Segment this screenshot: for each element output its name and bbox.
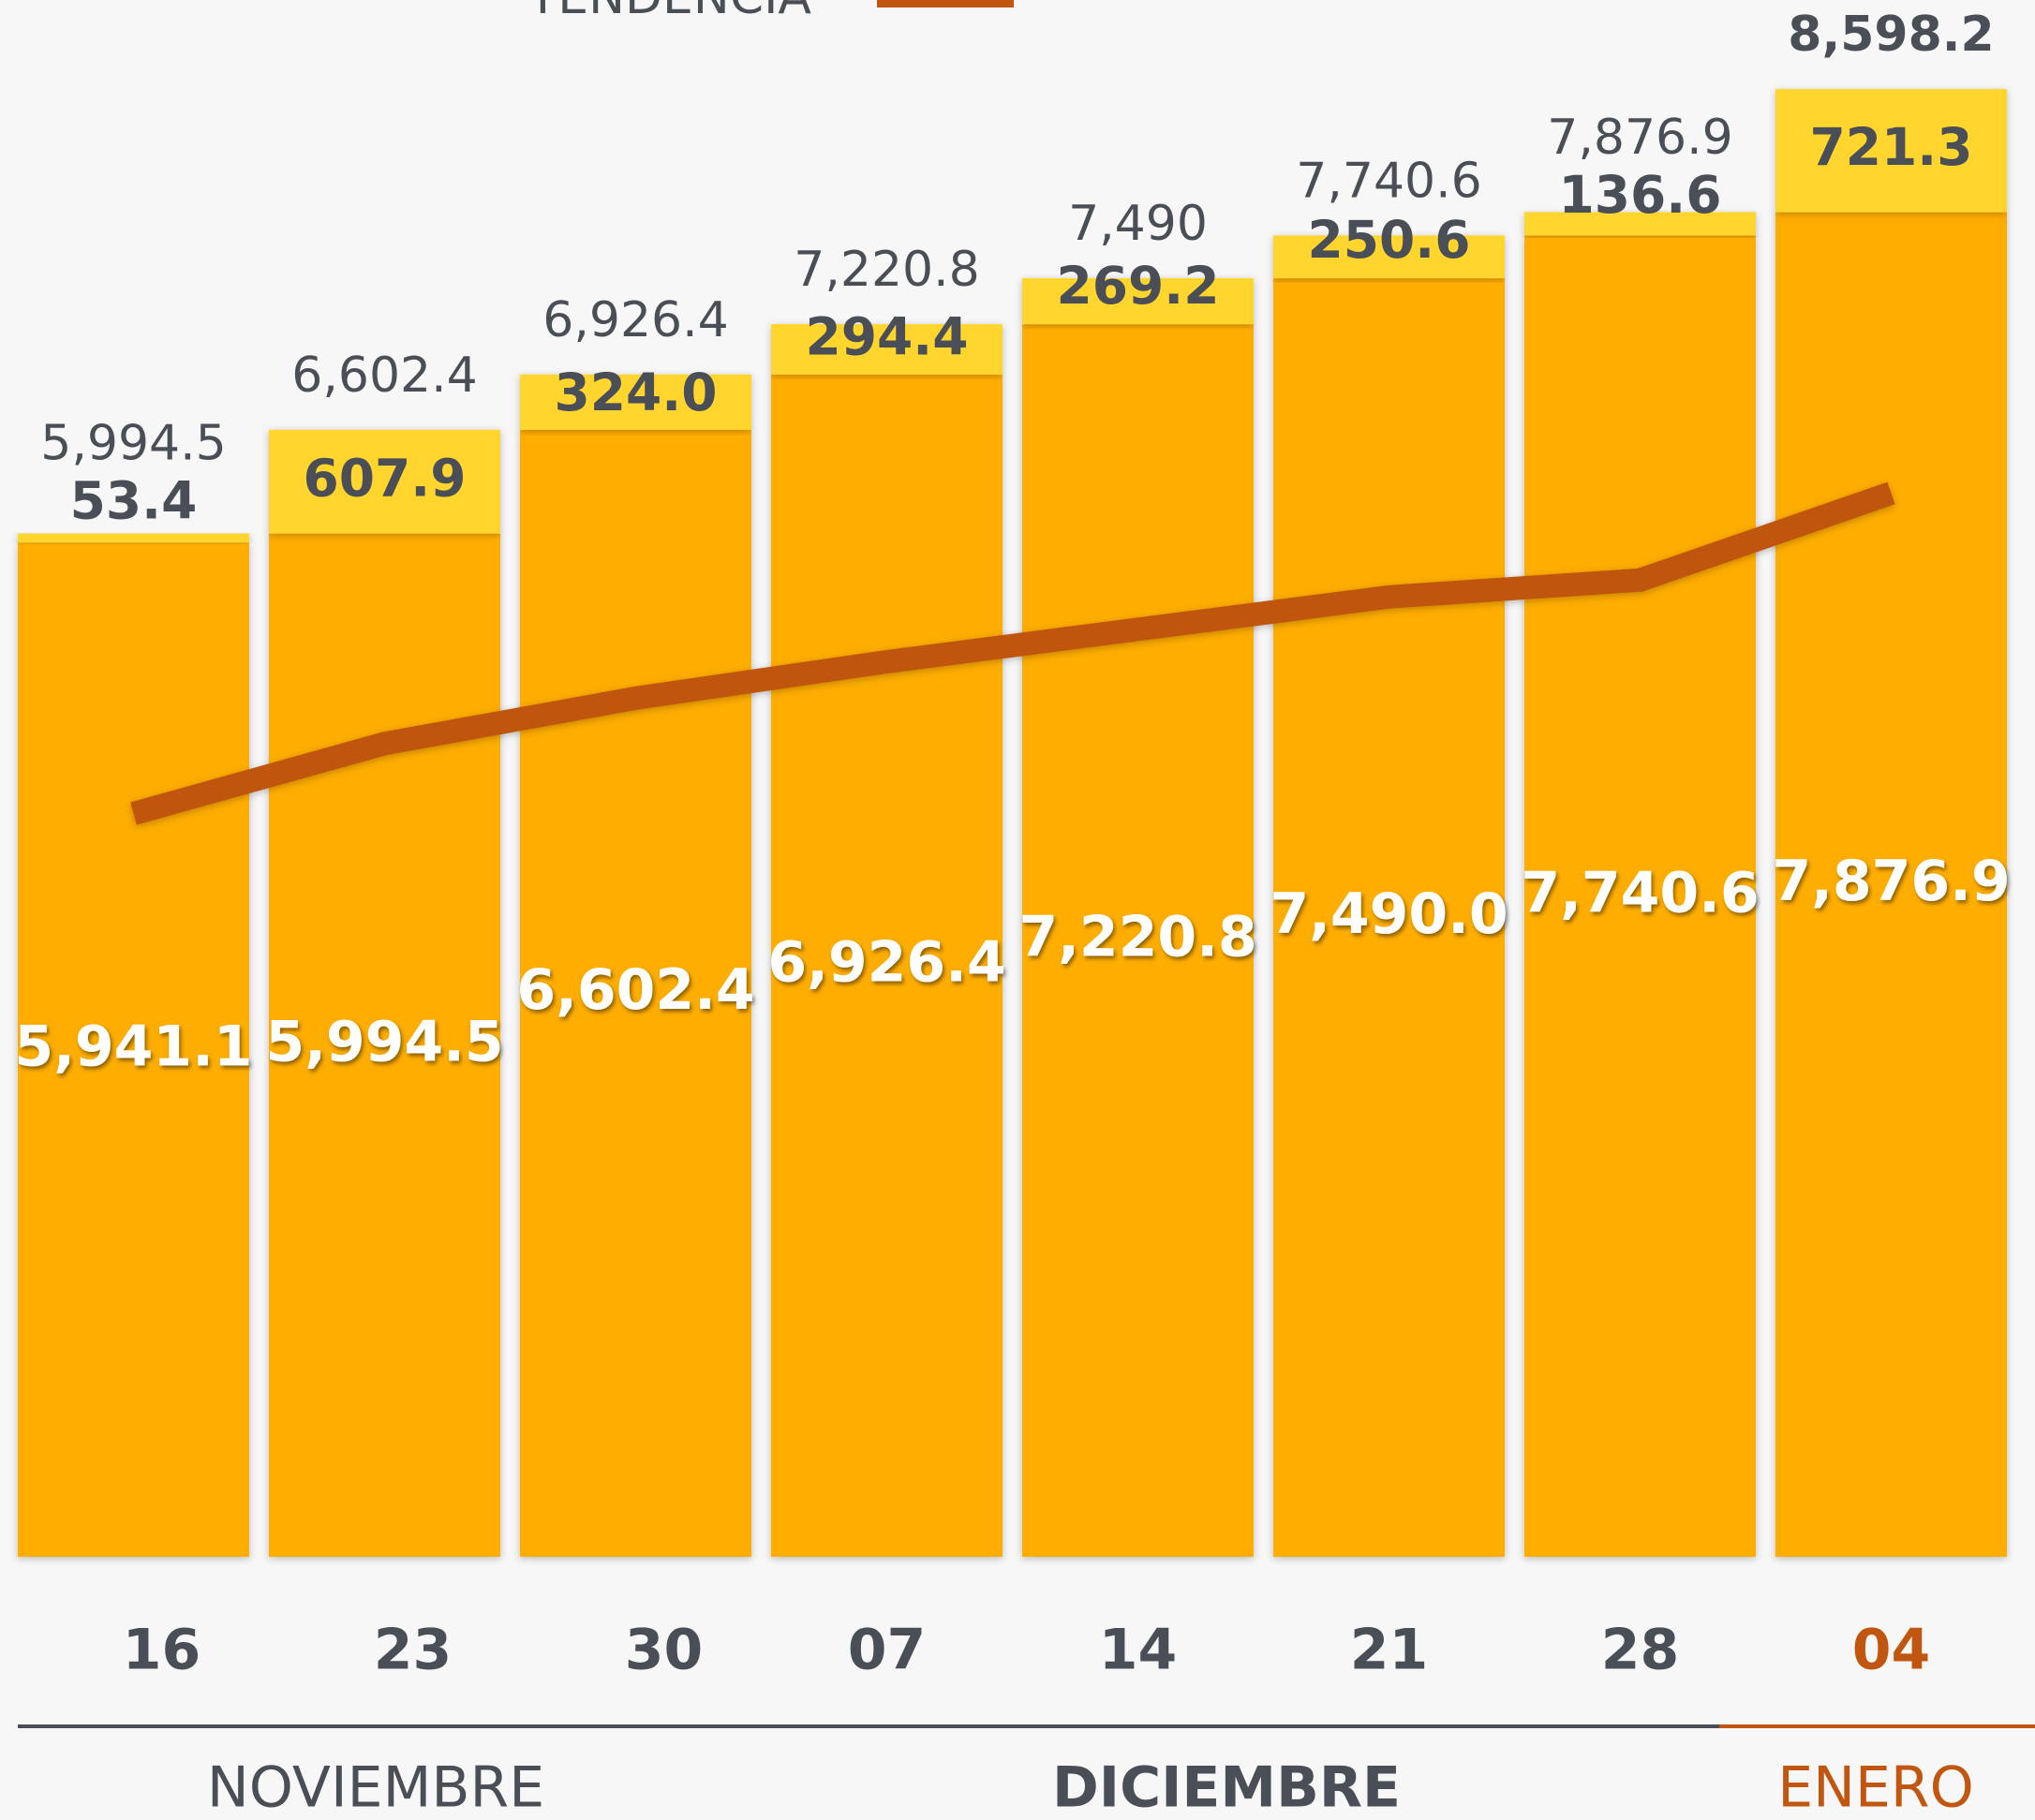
- bar-segment: [1022, 278, 1254, 325]
- bar-segment: [18, 542, 249, 1557]
- value-label: 6,926.4: [767, 929, 1005, 995]
- value-label: 6,602.4: [516, 957, 754, 1023]
- value-label: 7,876.9: [1772, 849, 2010, 914]
- x-tick-label: 28: [1601, 1618, 1680, 1683]
- x-tick-label: 21: [1350, 1618, 1429, 1683]
- bar-segment: [269, 533, 500, 1557]
- bar-segment: [1273, 235, 1505, 279]
- bar-segment: [1775, 89, 2007, 213]
- total-label: 7,740.6: [1296, 153, 1481, 209]
- bar-segment: [520, 374, 751, 430]
- total-label: 6,602.4: [291, 348, 477, 404]
- value-label: 5,941.1: [14, 1014, 252, 1079]
- value-label: 136.6: [1559, 165, 1722, 225]
- trend-line: [130, 481, 1895, 825]
- x-tick-label: 14: [1099, 1618, 1178, 1683]
- legend-swatch: [877, 0, 1014, 7]
- month-label: NOVIEMBRE: [207, 1755, 544, 1820]
- bar-segment: [1524, 212, 1756, 236]
- total-label: 6,926.4: [542, 292, 728, 348]
- x-tick-label: 16: [123, 1618, 201, 1683]
- x-tick-label: 23: [374, 1618, 453, 1683]
- value-label: 53.4: [70, 470, 198, 530]
- value-label: 7,490.0: [1270, 881, 1508, 947]
- total-label: 7,490: [1068, 196, 1208, 252]
- value-label: 5,994.5: [265, 1009, 503, 1074]
- value-label: 721.3: [1810, 117, 1973, 177]
- bar-segment: [269, 429, 500, 534]
- total-label: 7,220.8: [794, 242, 979, 298]
- x-tick-label: 04: [1852, 1618, 1931, 1683]
- value-label: 250.6: [1308, 210, 1471, 270]
- total-label: 7,876.9: [1547, 110, 1732, 166]
- bar-segment: [771, 324, 1003, 375]
- value-label: 269.2: [1057, 256, 1220, 316]
- total-label: 5,994.5: [40, 415, 226, 471]
- bar-segment: [520, 429, 751, 1558]
- bar-segment: [1273, 278, 1505, 1558]
- bar-segment: [1022, 324, 1254, 1557]
- month-label: DICIEMBRE: [1052, 1755, 1401, 1820]
- value-label: 294.4: [806, 306, 969, 366]
- total-label: 8,598.2: [1788, 7, 1994, 63]
- value-label: 7,220.8: [1018, 905, 1256, 970]
- bar-segment: [1775, 212, 2007, 1558]
- x-tick-label: 07: [848, 1618, 927, 1683]
- x-tick-label: 30: [625, 1618, 704, 1683]
- bar-segment: [18, 533, 249, 543]
- month-label: ENERO: [1777, 1755, 1974, 1820]
- value-label: 7,740.6: [1521, 860, 1759, 925]
- bar-segment: [1524, 235, 1756, 1558]
- value-label: 324.0: [555, 363, 718, 422]
- bar-segment: [771, 374, 1003, 1557]
- legend-label: TENDENCIA: [527, 0, 811, 25]
- value-label: 607.9: [304, 448, 467, 508]
